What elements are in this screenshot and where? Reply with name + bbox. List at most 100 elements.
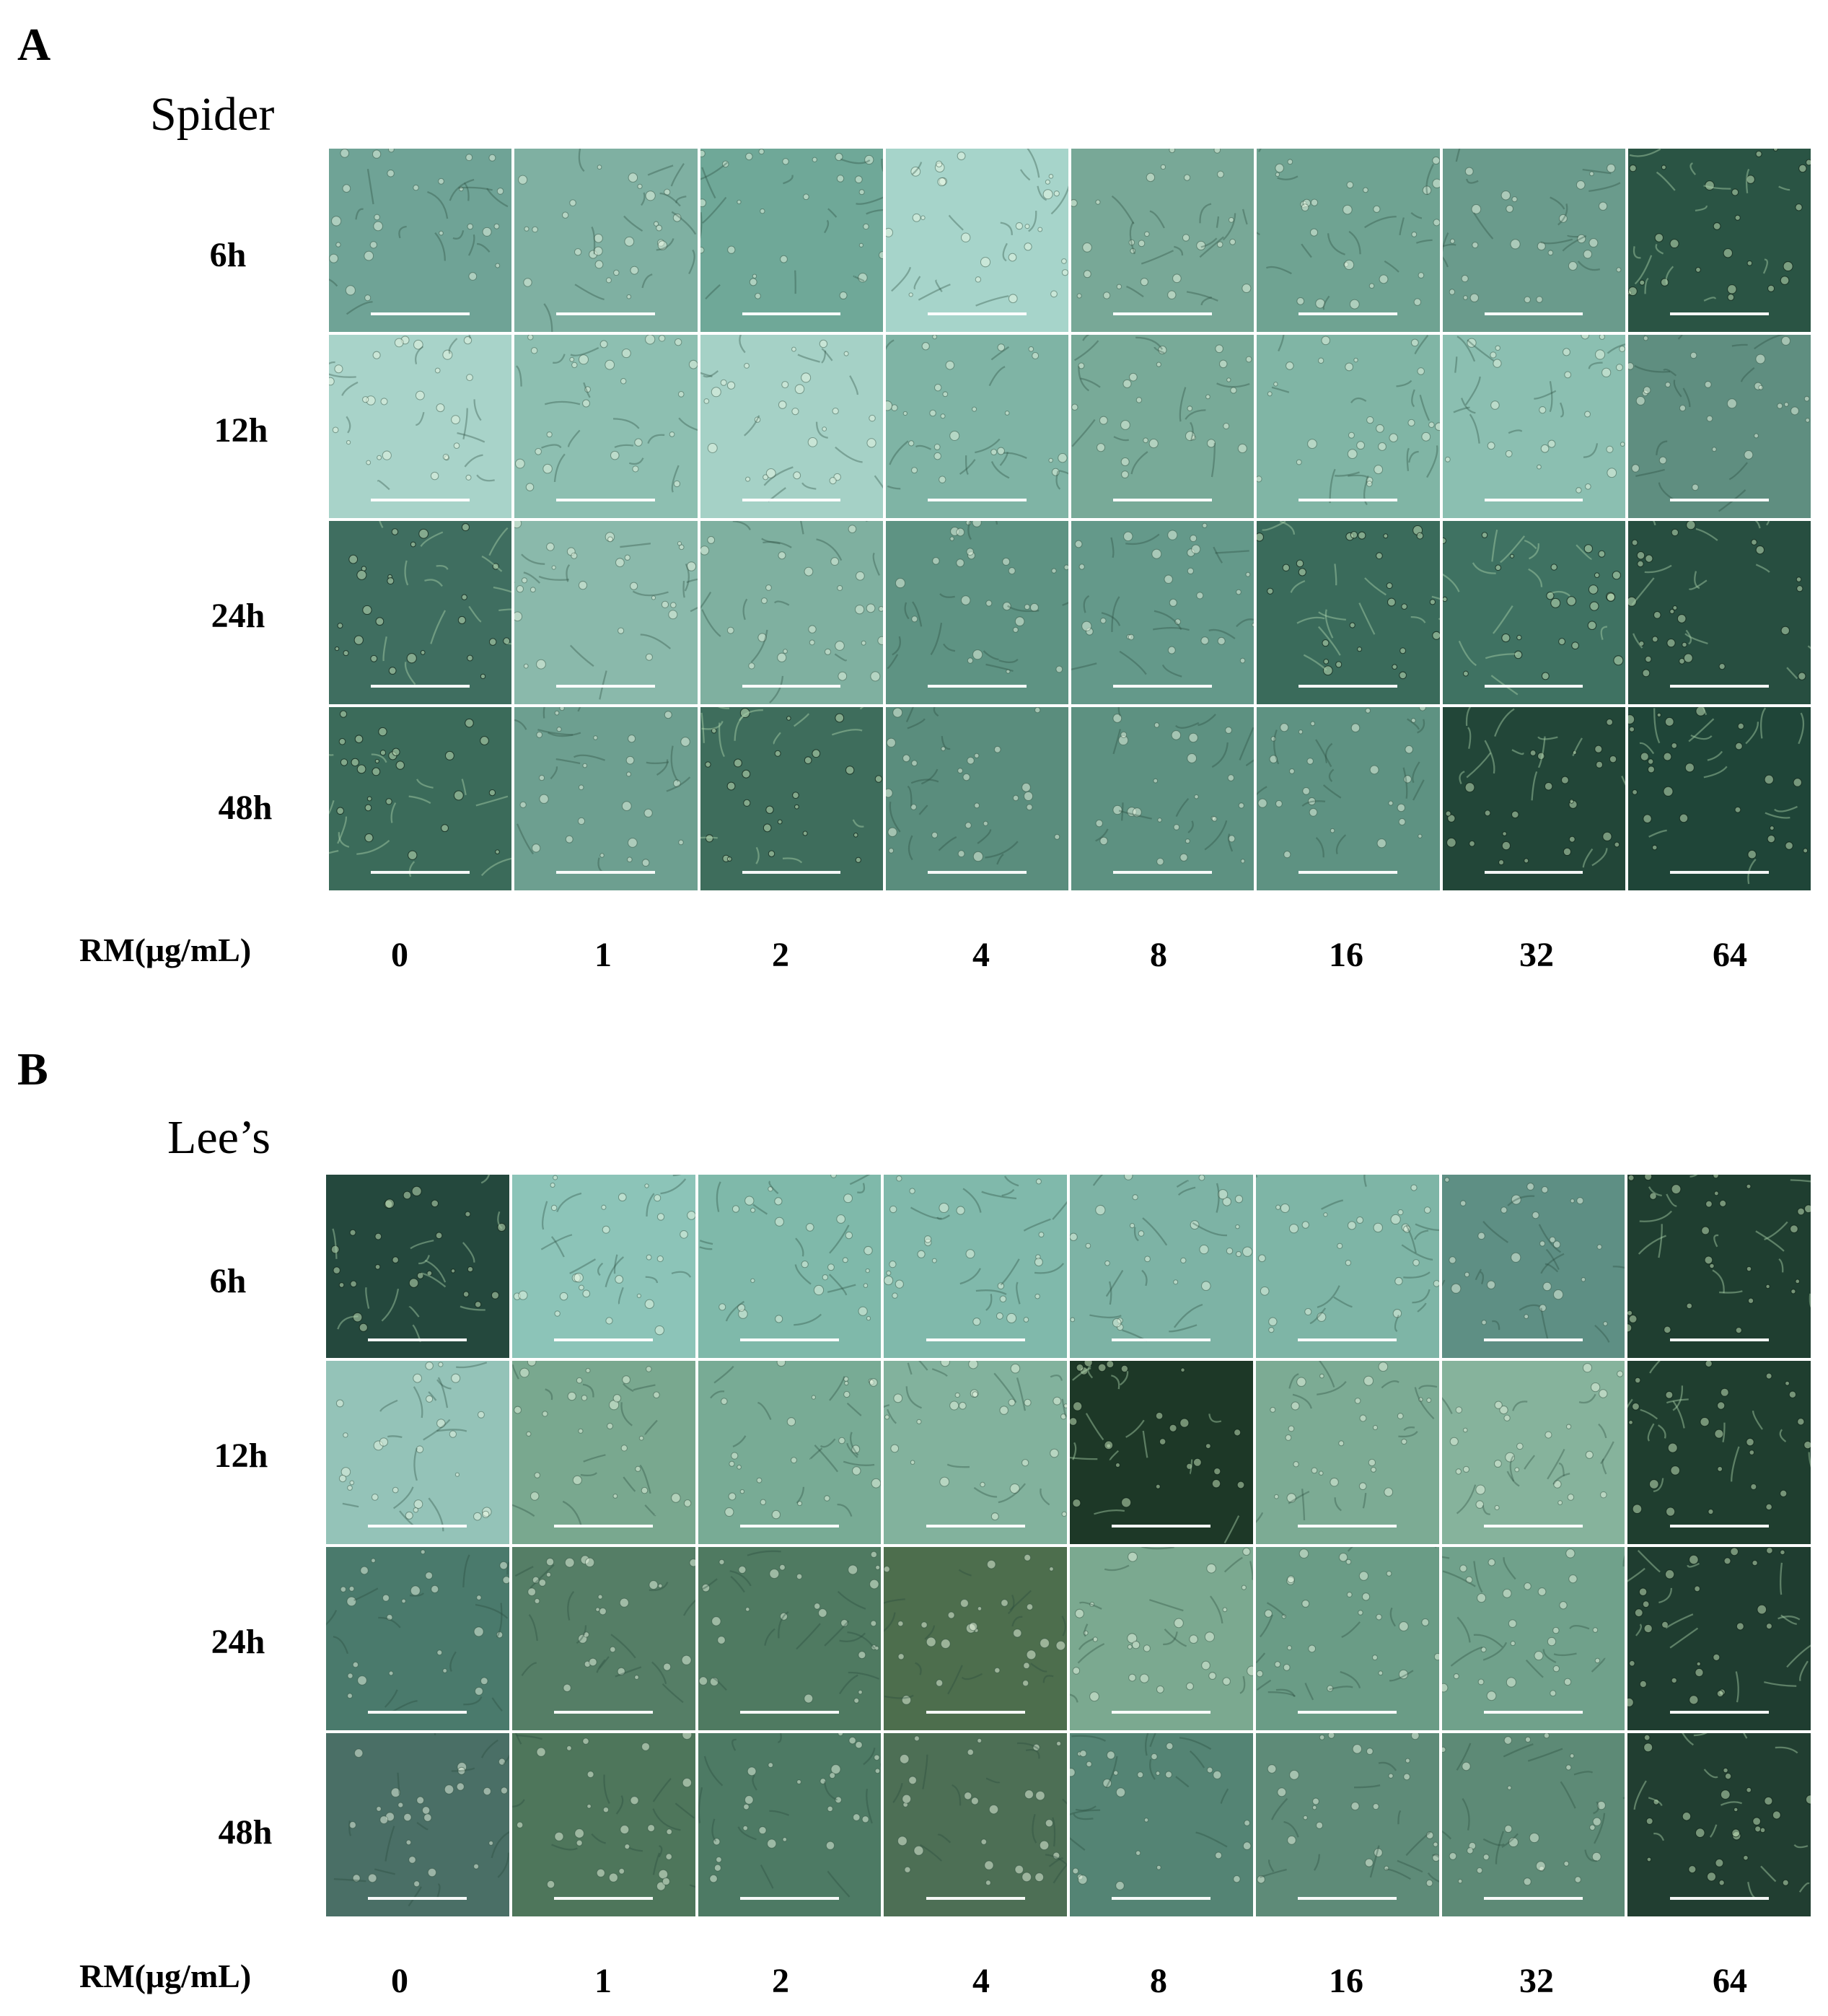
micrograph-tile <box>511 1175 695 1358</box>
micrograph-tile <box>1070 1361 1253 1544</box>
cell-texture <box>1255 1361 1437 1524</box>
micrograph-tile <box>700 149 883 332</box>
scale-bar <box>554 1897 654 1901</box>
micrograph-tile <box>1070 1547 1253 1730</box>
micrograph-tile <box>1071 521 1254 704</box>
micrograph-tile <box>1071 149 1254 332</box>
micrograph-tile <box>1627 149 1811 332</box>
col-label-4: 4 <box>972 936 990 974</box>
scale-bar <box>739 1338 839 1342</box>
cell-texture <box>329 149 509 315</box>
col-label-16: 16 <box>1329 936 1363 974</box>
cell-texture <box>1444 335 1625 494</box>
cell-texture <box>884 1361 1067 1521</box>
scale-bar <box>554 1525 654 1528</box>
scale-bar <box>368 1338 467 1342</box>
scale-bar <box>742 685 841 688</box>
micrograph-tile <box>329 521 512 704</box>
cell-texture <box>514 521 698 700</box>
micrograph-tile <box>884 1547 1067 1730</box>
micrograph-tile <box>1255 1733 1439 1916</box>
micrograph-tile <box>1070 1175 1253 1358</box>
scale-bar <box>1298 1525 1397 1528</box>
cell-texture <box>326 1549 509 1714</box>
cell-texture <box>330 1175 506 1343</box>
cell-texture <box>887 521 1068 674</box>
micrograph-tile <box>1441 1547 1625 1730</box>
cell-texture <box>1255 1547 1439 1701</box>
scale-bar <box>1112 1711 1211 1714</box>
scale-bar <box>739 1525 839 1528</box>
micrograph-tile <box>511 1361 695 1544</box>
micrograph-tile <box>885 521 1068 704</box>
scale-bar <box>1669 685 1769 688</box>
scale-bar <box>1298 1338 1397 1342</box>
micrograph-tile <box>1441 1733 1625 1916</box>
micrograph-tile <box>1255 1175 1439 1358</box>
scale-bar <box>1484 499 1583 502</box>
cell-texture <box>329 710 512 877</box>
scale-bar <box>1484 312 1583 316</box>
scale-bar <box>926 1338 1025 1342</box>
cell-texture <box>1445 707 1625 868</box>
cell-texture <box>1255 1175 1439 1333</box>
cell-texture <box>1071 335 1252 478</box>
cell-texture <box>1071 149 1252 306</box>
micrograph-tile <box>1627 707 1811 890</box>
cell-texture <box>698 1550 880 1704</box>
scale-bar <box>1483 1525 1583 1528</box>
cell-texture <box>1442 149 1621 304</box>
micrograph-tile <box>329 335 512 518</box>
cell-texture <box>700 707 882 864</box>
cell-texture <box>335 521 512 685</box>
scale-bar <box>1484 685 1583 688</box>
cell-texture <box>1070 1547 1253 1703</box>
scale-bar <box>556 499 656 502</box>
micrograph-tile <box>326 1547 509 1730</box>
scale-bar <box>739 1897 839 1901</box>
scale-bar <box>1298 1897 1397 1901</box>
micrograph-tile <box>1442 707 1625 890</box>
micrograph-tile <box>700 521 883 704</box>
micrograph-tile <box>884 1175 1067 1358</box>
micrograph-tile <box>885 707 1068 890</box>
concentration-axis-title: RM(μg/mL) <box>79 1958 252 1994</box>
scale-bar <box>1669 499 1769 502</box>
scale-bar <box>739 1711 839 1714</box>
cell-texture <box>1633 1733 1811 1900</box>
col-label-1: 1 <box>594 936 612 974</box>
scale-bar <box>556 685 656 688</box>
micrograph-tile <box>514 335 698 518</box>
scale-bar <box>556 312 656 316</box>
scale-bar <box>368 1897 467 1901</box>
scale-bar <box>1112 1525 1211 1528</box>
micrograph-tile <box>1071 335 1254 518</box>
cell-texture <box>333 1733 509 1907</box>
col-label-0: 0 <box>391 936 408 974</box>
col-label-8: 8 <box>1150 936 1167 974</box>
scale-bar <box>1669 871 1769 875</box>
micrograph-tile <box>326 1175 509 1358</box>
cell-texture <box>335 1362 492 1532</box>
cell-texture <box>1257 521 1440 680</box>
cell-texture <box>709 1361 881 1520</box>
scale-bar <box>1483 1897 1583 1901</box>
scale-bar <box>371 312 470 316</box>
micrograph-tile <box>514 707 698 890</box>
micrograph-tile <box>1257 149 1440 332</box>
scale-bar <box>1299 499 1398 502</box>
panel-letter: A <box>17 19 51 70</box>
row-label-6h: 6h <box>209 236 247 274</box>
scale-bar <box>371 685 470 688</box>
cell-texture <box>1627 1547 1811 1707</box>
micrograph-tile <box>700 335 883 518</box>
cell-texture <box>1627 149 1811 302</box>
col-label-2: 2 <box>772 1962 789 2000</box>
col-label-16: 16 <box>1329 1962 1363 2000</box>
scale-bar <box>1483 1338 1583 1342</box>
micrograph-tile <box>1070 1733 1253 1916</box>
micrograph-grid <box>326 1175 1811 1916</box>
medium-name: Lee’s <box>167 1111 271 1164</box>
micrograph-tile <box>329 149 512 332</box>
micrograph-tile <box>1255 1361 1439 1544</box>
